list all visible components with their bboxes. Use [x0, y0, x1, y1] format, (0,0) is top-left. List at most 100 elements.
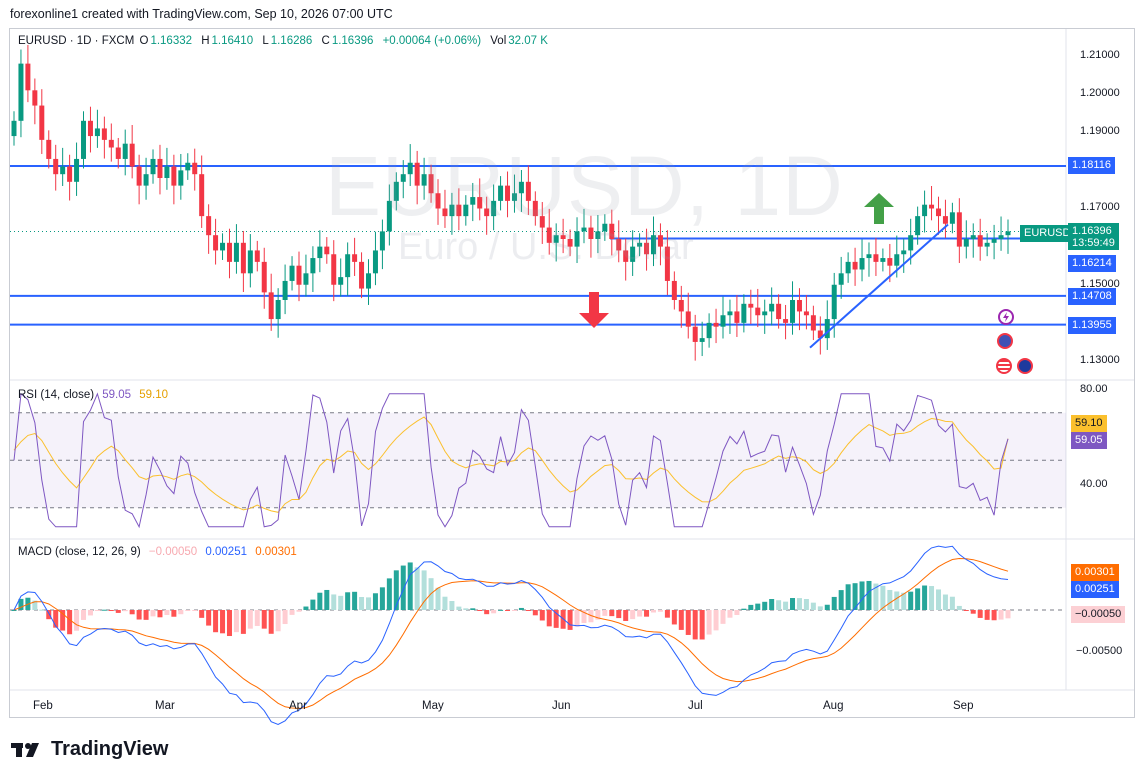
us-flag-icon[interactable] — [996, 358, 1012, 374]
candle-body — [588, 227, 594, 239]
candle-body — [143, 174, 149, 186]
candle-body — [783, 319, 789, 323]
macd-histogram-bar — [220, 610, 226, 634]
candle-body — [53, 158, 59, 175]
bar-countdown: 13:59:49 — [1072, 237, 1115, 249]
candle-body — [539, 216, 545, 228]
macd-histogram-bar — [317, 592, 323, 610]
candle-body — [345, 254, 351, 278]
candle-body — [199, 174, 205, 217]
macd-legend[interactable]: MACD (close, 12, 26, 9) −0.00050 0.00251… — [18, 546, 302, 558]
open-label: O — [139, 35, 149, 47]
macd-histogram-bar — [11, 610, 17, 611]
symbol-label[interactable]: EURUSD · 1D · FXCM — [18, 35, 135, 47]
candle-body — [157, 158, 163, 178]
tradingview-wordmark: TradingView — [51, 738, 169, 760]
macd-histogram-bar — [664, 610, 670, 618]
macd-value: 0.00251 — [205, 546, 247, 558]
candle-body — [213, 235, 219, 251]
candle-body — [630, 246, 636, 262]
macd-histogram-bar — [873, 583, 879, 610]
candle-body — [240, 242, 246, 274]
chart-frame — [9, 28, 1135, 718]
macd-histogram-bar — [171, 610, 177, 617]
lightning-icon[interactable] — [998, 309, 1014, 325]
macd-hist-value: −0.00050 — [148, 546, 198, 558]
macd-name: MACD (close, 12, 26, 9) — [18, 546, 141, 558]
candle-body — [254, 250, 260, 262]
candle-body — [185, 162, 191, 171]
macd-histogram-bar — [456, 606, 462, 610]
macd-histogram-bar — [984, 610, 990, 620]
candle-body — [741, 303, 747, 323]
candle-body — [762, 311, 768, 316]
candle-body — [650, 235, 656, 255]
candle-body — [859, 258, 865, 270]
macd-histogram-bar — [81, 610, 87, 620]
candle-body — [518, 181, 524, 194]
candle-body — [915, 216, 921, 236]
macd-histogram-bar — [199, 610, 205, 618]
macd-histogram-bar — [157, 610, 163, 618]
tradingview-logo-icon — [11, 742, 39, 757]
macd-histogram-bar — [866, 580, 872, 610]
price-tick: 1.21000 — [1080, 49, 1120, 61]
macd-histogram-bar — [87, 610, 93, 616]
candle-body — [310, 258, 316, 274]
macd-histogram-bar — [783, 601, 789, 610]
macd-histogram-bar — [498, 609, 504, 611]
price-tick: 1.17000 — [1080, 201, 1120, 213]
month-label: Jun — [552, 700, 571, 712]
macd-histogram-bar — [935, 589, 941, 610]
macd-histogram-bar — [282, 610, 288, 625]
candle-body — [407, 162, 413, 175]
macd-histogram-bar — [901, 592, 907, 610]
candle-body — [150, 158, 156, 175]
macd-histogram-bar — [359, 597, 365, 610]
candle-body — [769, 303, 775, 312]
arrow-down-icon — [579, 292, 609, 328]
open-value: 1.16332 — [150, 35, 193, 47]
rsi-ma-value: 59.10 — [139, 389, 169, 401]
month-label: Feb — [33, 700, 53, 712]
candle-body — [192, 162, 198, 175]
candle-body — [970, 235, 976, 239]
globe-flag-icon[interactable] — [997, 333, 1013, 349]
macd-signal-tag: 0.00301 — [1071, 564, 1119, 581]
macd-histogram-bar — [929, 586, 935, 610]
candle-body — [755, 307, 761, 316]
macd-histogram-bar — [748, 604, 754, 610]
rsi-tag: 59.05 — [1071, 432, 1107, 449]
candle-body — [602, 223, 608, 232]
macd-histogram-bar — [616, 610, 622, 619]
macd-histogram-bar — [393, 570, 399, 610]
candle-body — [692, 326, 698, 342]
macd-histogram-bar — [769, 599, 775, 610]
candle-body — [880, 258, 886, 262]
candle-body — [303, 273, 309, 285]
tradingview-logo[interactable]: TradingView — [11, 738, 168, 761]
macd-histogram-bar — [894, 591, 900, 610]
candle-body — [379, 231, 385, 251]
eu-flag-icon[interactable] — [1017, 358, 1033, 374]
candle-body — [908, 235, 914, 251]
macd-histogram-bar — [178, 610, 184, 615]
candle-body — [324, 246, 330, 255]
close-label: C — [321, 35, 330, 47]
macd-line — [13, 545, 1009, 726]
rsi-ma-line — [13, 416, 1009, 513]
macd-histogram-bar — [574, 610, 580, 627]
candle-body — [129, 143, 135, 167]
candle-body — [491, 200, 497, 217]
macd-histogram-bar — [129, 610, 135, 615]
macd-histogram-bar — [880, 585, 886, 610]
price-tick: 1.15000 — [1080, 278, 1120, 290]
macd-histogram-bar — [762, 601, 768, 610]
macd-histogram-bar — [678, 610, 684, 630]
macd-histogram-bar — [108, 610, 114, 611]
rsi-legend[interactable]: RSI (14, close) 59.05 59.10 — [18, 389, 173, 401]
macd-histogram-bar — [435, 587, 441, 610]
candle-body — [949, 212, 955, 224]
macd-histogram-bar — [720, 610, 726, 624]
